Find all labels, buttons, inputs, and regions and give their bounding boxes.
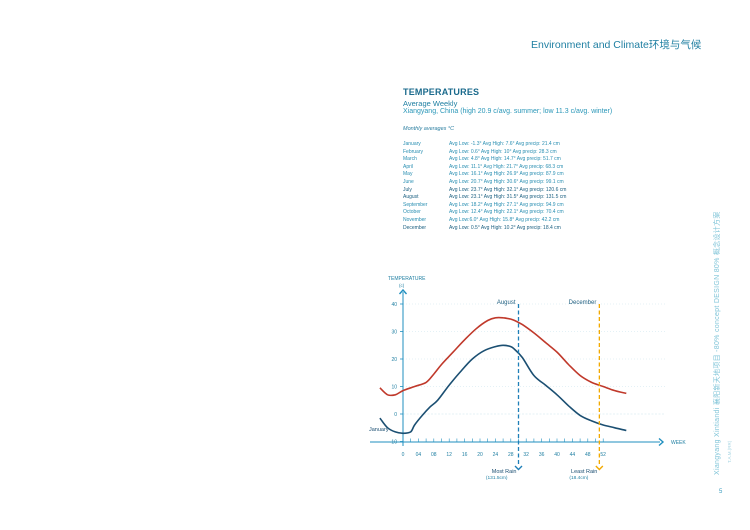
x-axis-label: WEEK — [671, 440, 686, 446]
month-cell: December — [403, 224, 427, 231]
temperatures-title: TEMPERATURES — [403, 87, 480, 97]
x-axis-arrow-icon — [658, 437, 665, 447]
month-cell: June — [403, 178, 414, 185]
details-cell: Avg Low: 18.2° Avg High: 27.1° Avg preci… — [449, 201, 564, 208]
y-tick-labels: -10 0 10 20 30 40 — [390, 302, 403, 446]
month-cell: May — [403, 171, 413, 178]
x-tick-label: 52 — [600, 452, 606, 458]
table-row: February Avg Low: 0.6° Avg High: 10° Avg … — [403, 149, 566, 157]
x-tick-label: 04 — [416, 452, 422, 458]
x-tick-label: 20 — [477, 452, 483, 458]
month-cell: February — [403, 148, 424, 155]
table-row: May Avg Low: 16.1° Avg High: 26.9° Avg pr… — [403, 171, 566, 179]
y-tick-label: 10 — [391, 385, 397, 391]
details-cell: Avg Low: -1.3° Avg High: 7.6° Avg precip… — [449, 141, 560, 147]
x-tick-label: 44 — [570, 452, 576, 458]
month-cell: January — [403, 141, 421, 147]
table-row: June Avg Low: 20.7° Avg High: 30.6° Avg p… — [403, 179, 566, 187]
table-row: April Avg Low: 11.1° Avg High: 21.7° Avg … — [403, 164, 566, 172]
temperatures-subtitle: Average Weekly — [403, 99, 458, 108]
y-tick-label: 0 — [394, 412, 397, 418]
details-cell: Avg Low: 0.5° Avg High: 10.2° Avg precip… — [449, 224, 561, 231]
rain-value: (131.5cm) — [486, 475, 508, 481]
chevron-down-icon — [595, 465, 604, 471]
x-tick-label: 0 — [402, 452, 405, 458]
details-cell: Avg Low: 4.8° Avg High: 14.7° Avg precip… — [449, 156, 561, 163]
x-tick-label: 40 — [554, 452, 560, 458]
chart-markers: August Most Rain(131.5cm) December Least Ra… — [486, 300, 604, 481]
page-header-title: Environment and Climate环境与气候 — [531, 39, 702, 51]
table-row: December Avg Low: 0.5° Avg High: 10.2° Av… — [403, 225, 566, 233]
x-tick-label: 08 — [431, 452, 437, 458]
y-tick-label: 20 — [391, 357, 397, 363]
x-tick-label: 24 — [493, 452, 499, 458]
table-row: September Avg Low: 18.2° Avg High: 27.1° … — [403, 202, 566, 210]
month-cell: September — [403, 201, 428, 208]
month-cell: November — [403, 216, 427, 223]
table-row: March Avg Low: 4.8° Avg High: 14.7° Avg p… — [403, 156, 566, 164]
y-axis-arrow-icon — [398, 288, 408, 295]
y-axis-label: TEMPERATURE — [388, 276, 426, 282]
month-marker-label: December — [569, 300, 597, 306]
details-cell: Avg Low: 11.1° Avg High: 21.7° Avg preci… — [449, 163, 564, 170]
table-row: October Avg Low: 12.4° Avg High: 22.1° Av… — [403, 209, 566, 217]
side-project-title-text: Xiangyang Xintiandi 襄阳新天地项目 -80% concept… — [714, 211, 721, 475]
month-cell: August — [403, 194, 419, 201]
chevron-down-icon — [514, 465, 523, 471]
y-tick-label: -10 — [390, 440, 397, 446]
y-axis-unit: (c) — [399, 283, 405, 288]
x-tick-label: 28 — [508, 452, 514, 458]
table-row: July Avg Low: 23.7° Avg High: 32.1° Avg p… — [403, 187, 566, 195]
low-temperature-line — [379, 344, 627, 435]
y-tick-label: 40 — [391, 302, 397, 308]
x-tick-label: 36 — [539, 452, 545, 458]
side-project-subtext: T.A.M.(RR) — [727, 440, 732, 463]
monthly-averages-table: January Avg Low: -1.3° Avg High: 7.6° Avg… — [403, 141, 566, 232]
details-cell: Avg Low:6.0° Avg High: 15.8° Avg precip:… — [449, 216, 560, 223]
chart-gridlines — [403, 303, 665, 415]
month-cell: April — [403, 163, 414, 170]
january-annotation: January — [369, 427, 389, 433]
details-cell: Avg Low: 0.6° Avg High: 10° Avg precip: … — [449, 148, 557, 155]
high-temperature-line — [379, 316, 627, 397]
x-tick-label: 12 — [446, 452, 452, 458]
rain-value: (18.4cm) — [569, 475, 588, 481]
table-row: August Avg Low: 23.1° Avg High: 31.5° Avg… — [403, 194, 566, 202]
table-row: January Avg Low: -1.3° Avg High: 7.6° Avg… — [403, 141, 566, 149]
details-cell: Avg Low: 23.1° Avg High: 31.5° Avg preci… — [449, 194, 567, 201]
temperatures-location: Xiangyang, China (high 20.9 c/avg. summe… — [403, 108, 613, 115]
chart-axes: TEMPERATURE (c) WEEK — [370, 276, 686, 447]
x-tick-labels: 0 04 08 12 16 20 24 28 32 36 40 44 48 52 — [402, 438, 606, 458]
month-cell: October — [403, 209, 421, 216]
rain-label: Most Rain — [492, 469, 517, 475]
month-cell: July — [403, 186, 412, 193]
month-marker-label: August — [497, 300, 516, 306]
x-tick-label: 48 — [585, 452, 591, 458]
details-cell: Avg Low: 16.1° Avg High: 26.9° Avg preci… — [449, 171, 564, 178]
y-tick-label: 30 — [391, 330, 397, 336]
details-cell: Avg Low: 23.7° Avg High: 32.1° Avg preci… — [449, 186, 567, 193]
details-cell: Avg Low: 12.4° Avg High: 22.1° Avg preci… — [449, 209, 564, 216]
monthly-averages-label: Monthly averages °C — [403, 126, 455, 132]
table-row: November Avg Low:6.0° Avg High: 15.8° Avg… — [403, 217, 566, 225]
rain-label: Least Rain — [571, 469, 597, 475]
x-tick-label: 16 — [462, 452, 468, 458]
page-number: 5 — [719, 489, 723, 495]
month-cell: March — [403, 156, 417, 163]
x-tick-label: 32 — [523, 452, 529, 458]
chart-series — [379, 316, 627, 435]
details-cell: Avg Low: 20.7° Avg High: 30.6° Avg preci… — [449, 178, 564, 185]
